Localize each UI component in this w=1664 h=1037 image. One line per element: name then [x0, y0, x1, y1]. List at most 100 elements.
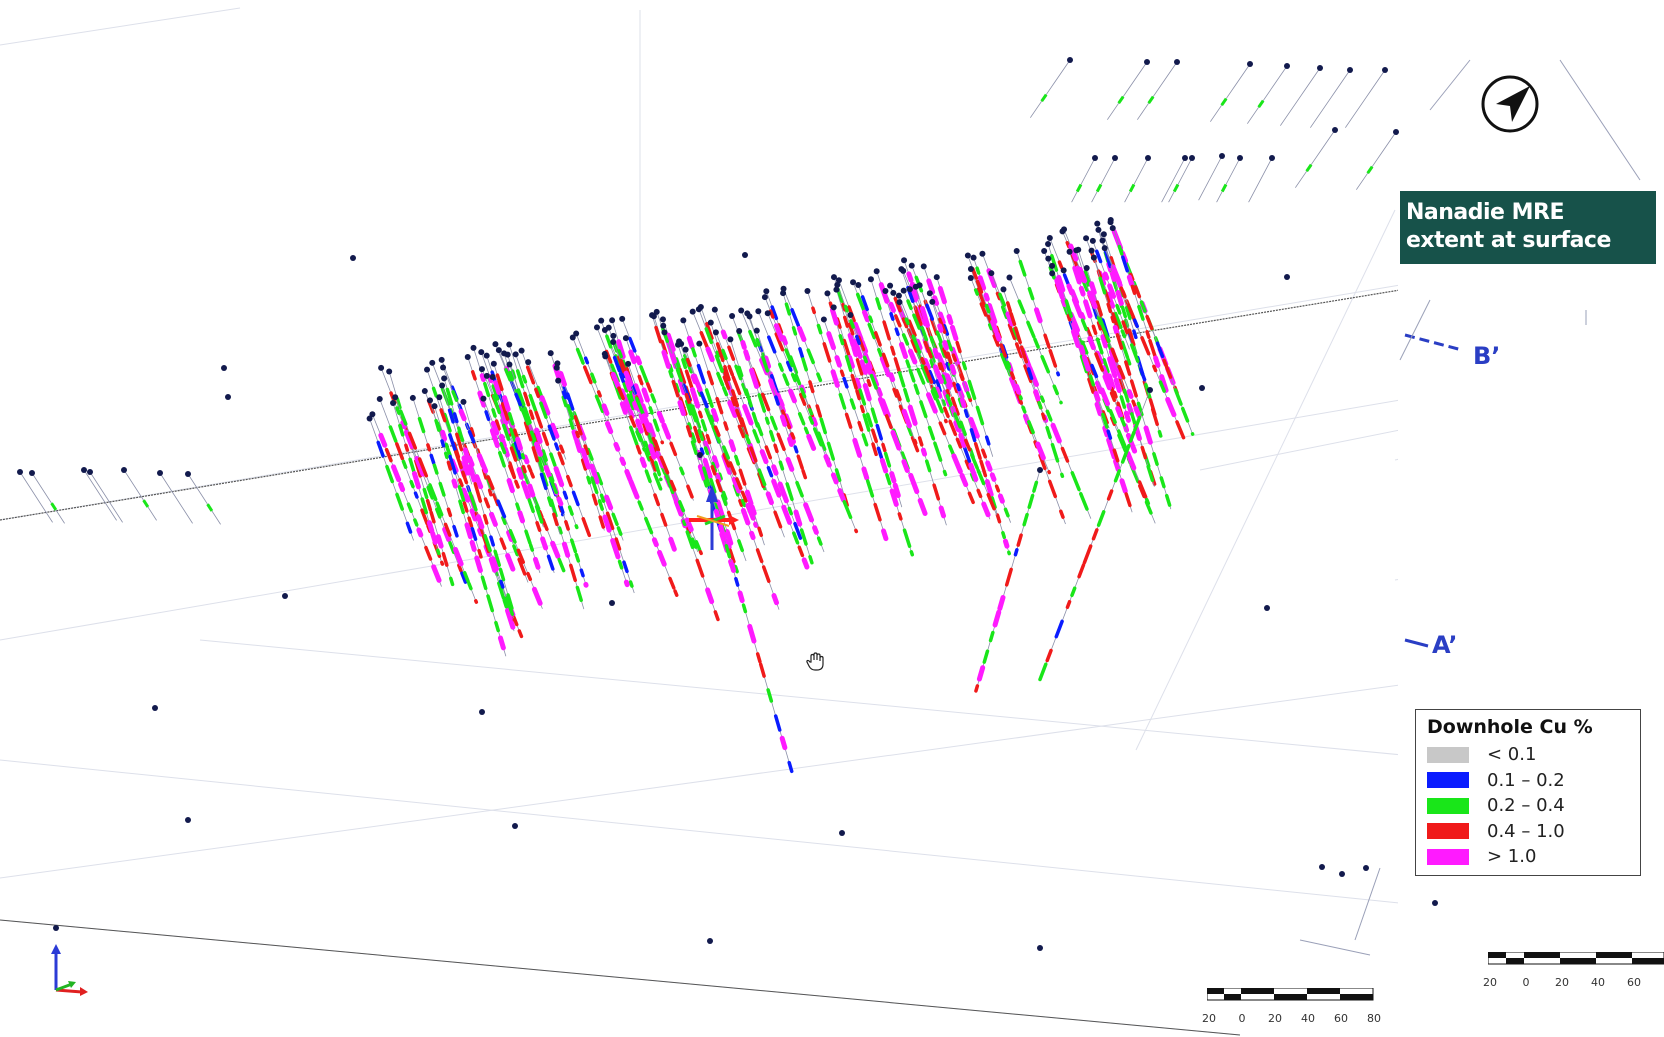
assay-interval: [448, 454, 457, 475]
assay-interval: [976, 287, 987, 308]
assay-interval: [909, 549, 915, 557]
assay-interval: [483, 534, 492, 553]
scale-bar-main: [1207, 988, 1374, 1001]
assay-interval: [483, 497, 491, 509]
assay-interval: [1081, 354, 1091, 372]
drillhole-collar: [1045, 241, 1052, 248]
assay-interval: [534, 504, 544, 524]
assay-interval: [945, 394, 953, 407]
assay-interval: [1120, 305, 1128, 319]
assay-interval: [744, 434, 751, 445]
assay-interval: [420, 497, 429, 515]
assay-interval: [865, 363, 874, 376]
drillhole-collar: [964, 252, 971, 259]
assay-interval: [767, 335, 777, 354]
assay-interval: [513, 428, 518, 437]
assay-interval: [650, 393, 657, 404]
assay-interval: [875, 423, 883, 441]
assay-interval: [855, 358, 864, 376]
assay-interval: [599, 493, 606, 503]
assay-interval: [877, 396, 889, 417]
assay-interval: [907, 319, 917, 337]
assay-interval: [479, 373, 486, 382]
assay-interval: [808, 380, 815, 394]
assay-interval: [548, 476, 558, 495]
assay-interval: [686, 484, 694, 499]
assay-interval: [1032, 480, 1039, 493]
assay-interval: [1000, 352, 1009, 370]
drillhole-collar: [1107, 216, 1114, 223]
assay-interval: [969, 428, 977, 443]
assay-interval: [656, 549, 667, 567]
assay-interval: [557, 557, 566, 573]
drillhole-collar: [967, 266, 974, 273]
assay-interval: [738, 468, 747, 486]
assay-interval: [944, 373, 954, 388]
assay-interval: [1021, 405, 1027, 414]
assay-interval: [1080, 340, 1089, 355]
assay-interval: [520, 407, 530, 426]
assay-interval: [1140, 445, 1148, 460]
assay-interval: [440, 439, 446, 448]
assay-interval: [730, 389, 740, 408]
assay-interval: [611, 512, 619, 527]
assay-interval: [665, 332, 676, 353]
assay-interval: [1123, 410, 1132, 423]
assay-interval: [515, 369, 525, 389]
drillhole-collar: [1319, 864, 1325, 870]
assay-interval: [675, 368, 683, 382]
assay-interval: [793, 445, 799, 454]
assay-interval: [568, 418, 575, 431]
assay-interval: [514, 392, 522, 407]
assay-interval: [543, 465, 552, 479]
legend-item: > 1.0: [1427, 844, 1640, 870]
assay-interval: [1047, 479, 1058, 499]
assay-interval: [541, 472, 549, 487]
assay-interval: [651, 537, 659, 548]
assay-interval: [532, 556, 541, 570]
assay-interval: [612, 355, 622, 373]
assay-interval: [721, 348, 728, 361]
assay-interval: [684, 517, 694, 533]
assay-interval: [734, 576, 740, 587]
assay-interval: [995, 513, 1002, 524]
transform-gizmo-icon[interactable]: [685, 480, 741, 552]
drillhole-collar: [1189, 155, 1195, 161]
assay-interval: [1102, 357, 1110, 374]
assay-interval: [894, 327, 900, 337]
assay-interval: [799, 392, 807, 406]
assay-interval: [425, 498, 433, 512]
assay-interval: [854, 377, 862, 390]
assay-interval: [819, 417, 827, 435]
assay-interval: [1126, 274, 1135, 287]
assay-interval: [1112, 448, 1120, 463]
assay-interval: [1078, 344, 1086, 356]
assay-interval: [617, 386, 625, 401]
assay-interval: [602, 514, 612, 533]
assay-interval: [1257, 99, 1265, 109]
assay-interval: [575, 585, 583, 602]
assay-interval: [1103, 330, 1111, 343]
assay-interval: [914, 309, 923, 327]
assay-interval: [686, 335, 695, 350]
assay-interval: [1054, 619, 1064, 639]
assay-interval: [506, 529, 514, 542]
assay-interval: [395, 406, 401, 415]
assay-interval: [959, 420, 967, 437]
drillhole-collar: [573, 330, 580, 337]
assay-interval: [454, 450, 463, 470]
assay-interval: [547, 496, 553, 507]
assay-interval: [440, 560, 445, 566]
assay-interval: [668, 536, 677, 552]
assay-interval: [668, 369, 674, 379]
assay-interval: [769, 415, 778, 431]
assay-interval: [770, 305, 779, 321]
drillhole-collar: [29, 470, 35, 476]
assay-interval: [763, 355, 772, 369]
assay-interval: [664, 472, 670, 481]
assay-interval: [718, 523, 727, 542]
assay-interval: [493, 549, 501, 567]
drillhole-collar: [906, 286, 913, 293]
assay-interval: [847, 332, 856, 348]
